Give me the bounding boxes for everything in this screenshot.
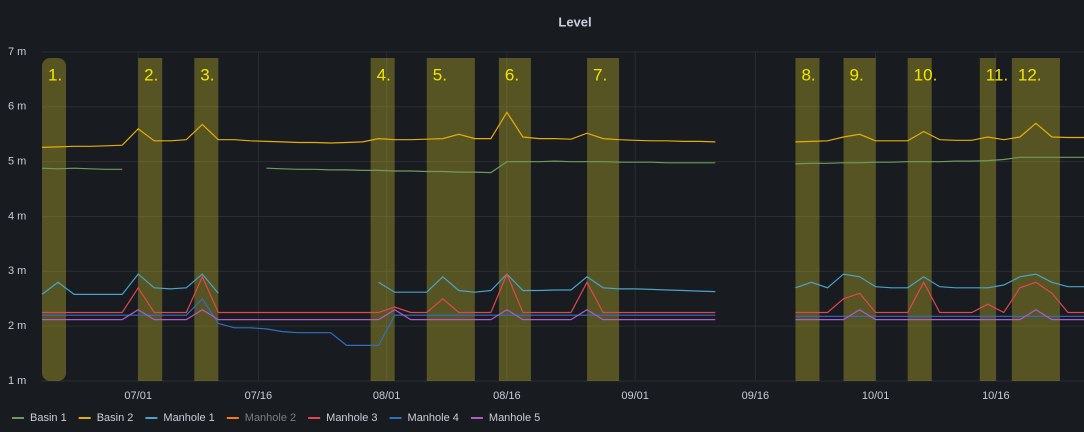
x-tick-label: 07/01 — [124, 390, 152, 402]
annotation-label: 2. — [144, 65, 158, 84]
annotation-region — [907, 58, 932, 381]
annotation-region — [42, 58, 67, 381]
annotation-label: 10. — [914, 65, 938, 84]
annotation-region — [1011, 58, 1060, 381]
y-tick-label: 1 m — [8, 375, 26, 387]
annotation-region — [498, 58, 531, 381]
series-line — [41, 156, 1084, 174]
series-line — [41, 273, 1084, 295]
y-tick-label: 7 m — [8, 46, 26, 58]
annotation-label: 5. — [433, 65, 447, 84]
chart-title: Level — [558, 14, 591, 29]
y-tick-label: 2 m — [8, 320, 26, 332]
legend-label: Manhole 2 — [245, 412, 296, 424]
x-tick-label: 07/16 — [245, 390, 273, 402]
legend-item[interactable]: Basin 1 — [12, 412, 67, 424]
annotation-region — [370, 58, 395, 381]
annotation-region — [138, 58, 163, 381]
legend-label: Basin 2 — [97, 412, 134, 424]
annotation-region — [795, 58, 820, 381]
x-tick-label: 08/16 — [493, 390, 521, 402]
annotation-label: 3. — [200, 65, 214, 84]
legend-label: Manhole 3 — [326, 412, 377, 424]
legend-item[interactable]: Manhole 3 — [308, 412, 378, 424]
legend-item[interactable]: Manhole 5 — [470, 412, 540, 424]
x-tick-label: 10/16 — [982, 390, 1010, 402]
annotation-label: 9. — [850, 65, 864, 84]
y-tick-label: 6 m — [8, 101, 26, 113]
y-tick-label: 5 m — [8, 156, 26, 168]
x-tick-label: 10/01 — [862, 390, 890, 402]
annotation-region — [979, 58, 996, 381]
x-tick-label: 08/01 — [373, 390, 401, 402]
legend-label: Manhole 5 — [489, 412, 540, 424]
annotation-label: 12. — [1018, 65, 1042, 84]
annotation-label: 4. — [377, 65, 391, 84]
annotation-label: 8. — [801, 65, 815, 84]
series-line — [42, 297, 1084, 346]
series-line — [42, 308, 1084, 321]
annotation-label: 11. — [986, 65, 1008, 84]
legend-label: Manhole 1 — [163, 412, 214, 424]
annotation-region — [194, 58, 219, 381]
annotation-label: 6. — [505, 65, 519, 84]
annotation-label: 1. — [48, 65, 62, 84]
x-tick-label: 09/01 — [621, 390, 649, 402]
legend-label: Manhole 4 — [408, 412, 459, 424]
legend-item[interactable]: Manhole 4 — [389, 412, 459, 424]
y-tick-label: 4 m — [8, 210, 26, 222]
annotation-region — [587, 58, 620, 381]
y-tick-label: 3 m — [8, 265, 26, 277]
annotation-region — [843, 58, 876, 381]
series-line — [41, 111, 1084, 148]
series-line — [42, 272, 1084, 314]
x-tick-label: 09/16 — [742, 390, 770, 402]
annotation-region — [426, 58, 475, 381]
annotation-label: 7. — [593, 65, 607, 84]
legend-item[interactable]: Manhole 1 — [145, 412, 215, 424]
legend-item[interactable]: Manhole 2 — [226, 412, 296, 424]
legend-item[interactable]: Basin 2 — [78, 412, 134, 424]
legend-label: Basin 1 — [30, 412, 67, 424]
